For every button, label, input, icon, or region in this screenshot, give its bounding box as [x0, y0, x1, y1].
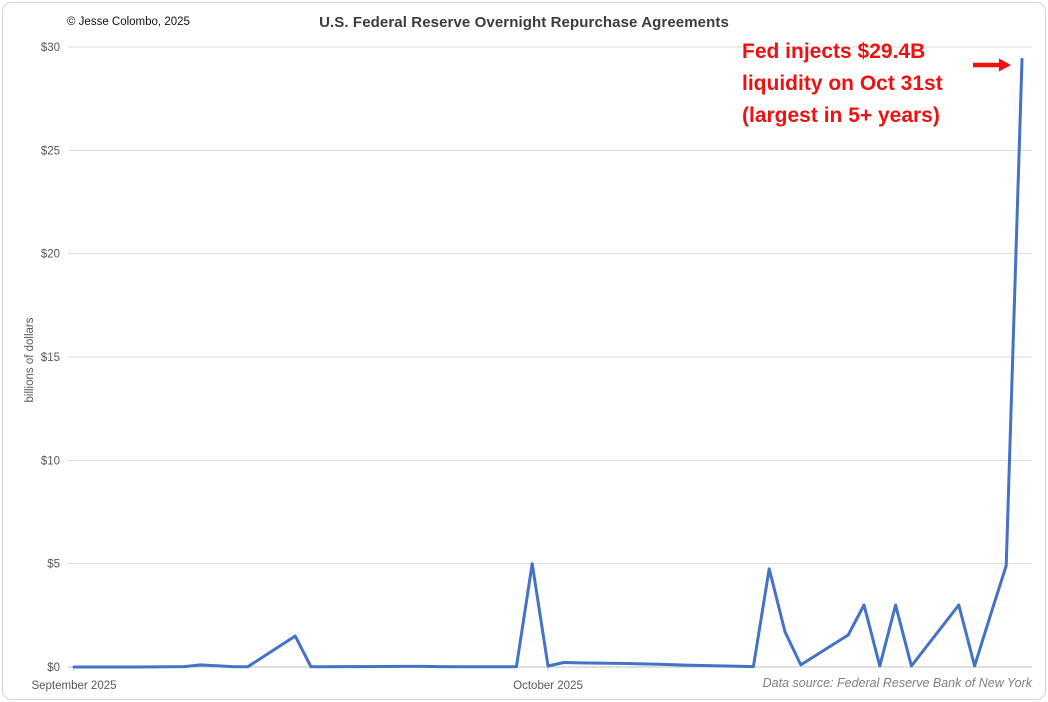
annotation-arrow-icon [999, 58, 1011, 72]
page-title: U.S. Federal Reserve Overnight Repurchas… [319, 14, 729, 31]
data-source-text: Data source: Federal Reserve Bank of New… [762, 676, 1032, 690]
annotation-line-1: Fed injects $29.4B [742, 40, 926, 63]
annotation-line-3: (largest in 5+ years) [742, 104, 940, 127]
repo-line-series [72, 57, 1024, 669]
copyright-text: © Jesse Colombo, 2025 [67, 16, 190, 28]
y-axis-tick-label: $15 [41, 352, 60, 364]
x-axis-tick-label: September 2025 [31, 680, 116, 692]
annotation-line-2: liquidity on Oct 31st [742, 72, 943, 95]
y-axis-tick-label: $5 [47, 559, 60, 571]
y-axis-tick-label: $0 [47, 662, 60, 674]
y-axis-tick-label: $25 [41, 145, 60, 157]
y-axis-tick-label: $10 [41, 455, 60, 467]
y-axis-tick-label: $20 [41, 249, 60, 261]
x-axis-tick-label: October 2025 [513, 680, 583, 692]
y-axis-tick-label: $30 [41, 42, 60, 54]
callout-annotation: Fed injects $29.4B liquidity on Oct 31st… [742, 36, 943, 132]
y-axis-title: billions of dollars [24, 317, 36, 403]
